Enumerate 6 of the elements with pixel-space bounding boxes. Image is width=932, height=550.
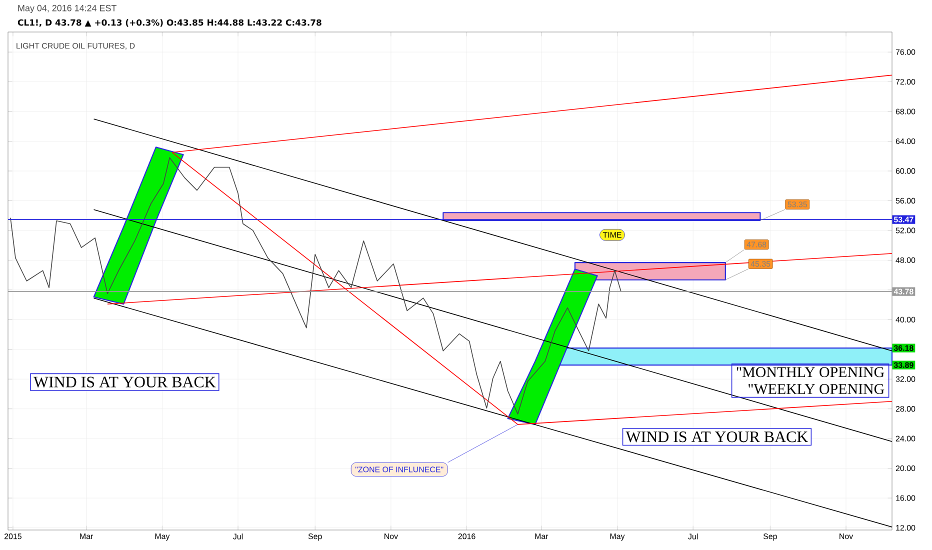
annotation: "WEEKLY OPENING	[748, 384, 884, 394]
annotation: WIND IS AT YOUR BACK	[626, 431, 808, 442]
annotation: "MONTHLY OPENING	[736, 367, 884, 378]
chart-subtitle: CL1!, D 43.78 ▲ +0.13 (+0.3%) O:43.85 H:44.88 L:43.22 C:43.78	[18, 19, 322, 27]
annotation: WIND IS AT YOUR BACK	[33, 376, 216, 388]
text: May 04, 2016 14:24 EST	[18, 4, 116, 14]
